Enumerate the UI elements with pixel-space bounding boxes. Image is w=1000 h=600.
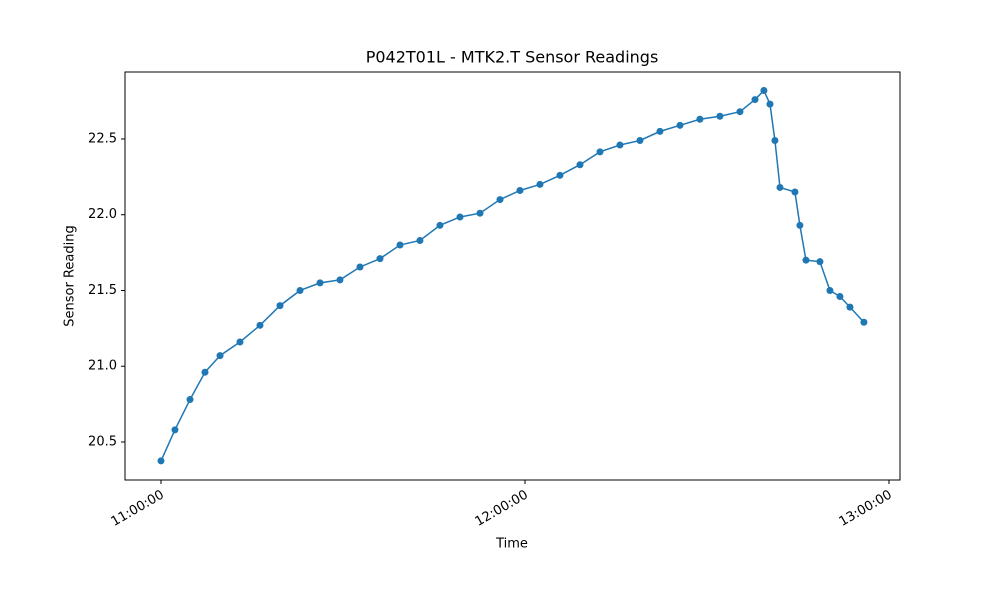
- marker: [201, 368, 209, 376]
- marker: [771, 136, 779, 144]
- marker: [751, 96, 759, 104]
- marker: [276, 302, 284, 310]
- y-tick-label: 21.0: [88, 359, 117, 374]
- marker: [296, 286, 304, 294]
- marker: [376, 255, 384, 263]
- marker: [860, 318, 868, 326]
- y-tick-label: 21.5: [88, 283, 117, 298]
- marker: [616, 141, 624, 149]
- marker: [316, 279, 324, 287]
- marker: [256, 321, 264, 329]
- y-tick-label: 20.5: [88, 434, 117, 449]
- marker: [796, 221, 804, 229]
- line: [160, 89, 865, 462]
- marker: [476, 209, 484, 217]
- marker: [636, 136, 644, 144]
- marker: [776, 183, 784, 191]
- marker: [216, 352, 224, 360]
- marker: [536, 180, 544, 188]
- marker: [576, 161, 584, 169]
- marker: [496, 196, 504, 204]
- marker: [416, 236, 424, 244]
- marker: [516, 186, 524, 194]
- y-tick-label: 22.0: [88, 207, 117, 222]
- marker: [846, 303, 854, 311]
- marker: [396, 241, 404, 249]
- marker: [826, 286, 834, 294]
- marker: [157, 457, 165, 465]
- x-tick-label: 11:00:00: [109, 488, 167, 530]
- marker: [436, 221, 444, 229]
- marker: [356, 263, 364, 271]
- chart-title: P042T01L - MTK2.T Sensor Readings: [366, 48, 659, 67]
- marker: [760, 86, 768, 94]
- y-tick-label: 22.5: [88, 131, 117, 146]
- marker: [336, 276, 344, 284]
- y-axis-label: Sensor Reading: [63, 225, 78, 326]
- marker: [676, 121, 684, 129]
- x-tick-label: 13:00:00: [837, 488, 895, 530]
- x-axis-label: Time: [495, 537, 528, 552]
- marker: [596, 148, 604, 156]
- marker: [802, 256, 810, 264]
- plot-frame: [124, 71, 901, 481]
- marker: [186, 396, 194, 404]
- marker: [736, 108, 744, 116]
- marker: [766, 100, 774, 108]
- x-tick-label: 12:00:00: [473, 488, 531, 530]
- marker: [556, 171, 564, 179]
- marker: [236, 338, 244, 346]
- marker: [836, 293, 844, 301]
- marker: [791, 188, 799, 196]
- marker: [656, 127, 664, 135]
- marker: [171, 426, 179, 434]
- marker: [456, 213, 464, 221]
- marker: [816, 258, 824, 266]
- marker: [696, 115, 704, 123]
- marker: [716, 112, 724, 120]
